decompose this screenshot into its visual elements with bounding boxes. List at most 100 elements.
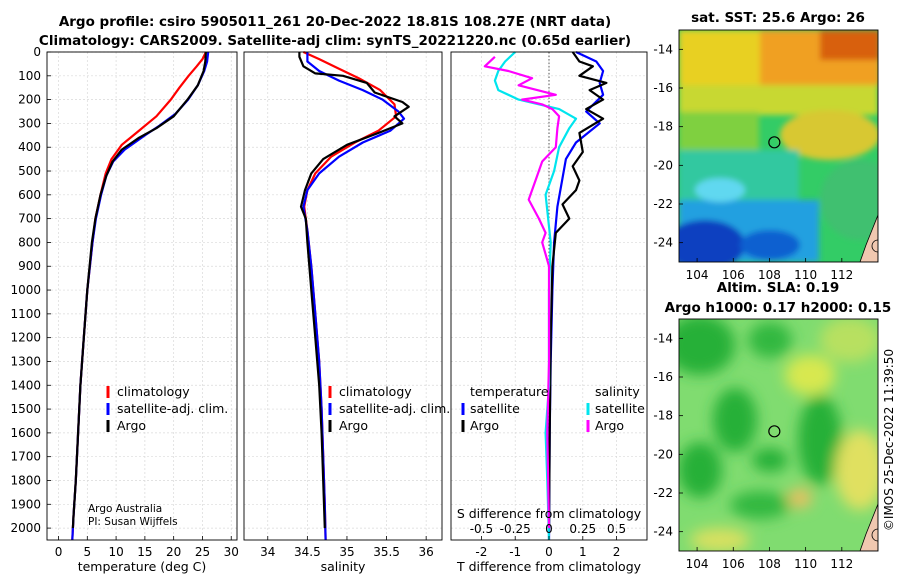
- argo-position-marker: [768, 136, 781, 149]
- lon-tick-label: 110: [794, 268, 817, 282]
- y-tick-label: 1400: [10, 378, 41, 392]
- y-tick-label: 1000: [10, 283, 41, 297]
- lon-tick-label: 106: [722, 268, 745, 282]
- temperature-legend: climatology satellite-adj. clim. Argo: [106, 384, 228, 433]
- lon-tick-label: 110: [794, 557, 817, 571]
- lat-tick-label: -20: [653, 158, 673, 172]
- salinity-legend: climatology satellite-adj. clim. Argo: [328, 384, 450, 433]
- sdiff-tick-labels: -0.5 -0.25 0 0.25 0.5: [470, 522, 626, 536]
- x-tick-label: 35: [339, 545, 354, 559]
- lon-tick-label: 108: [758, 557, 781, 571]
- x-tick-label: 1: [579, 545, 587, 559]
- y-tick-label: 500: [18, 164, 41, 178]
- sdiff-tick-label: 0.25: [569, 522, 596, 536]
- sdiff-label: S difference from climatology: [457, 506, 642, 521]
- argo-position-marker: [768, 425, 781, 438]
- x-tick-label: 25: [195, 545, 210, 559]
- series-line-climatology: [302, 50, 398, 541]
- lat-tick-label: -24: [653, 525, 673, 539]
- credit-line2: PI: Susan Wijffels: [88, 516, 178, 528]
- lon-tick-label: 112: [830, 268, 853, 282]
- lat-tick-label: -22: [653, 197, 673, 211]
- sst-map-frame: [678, 29, 879, 263]
- series-line-satellite-adj-clim-: [71, 51, 210, 541]
- y-tick-label: 1700: [10, 450, 41, 464]
- legend-label: satellite-adj. clim.: [339, 401, 450, 416]
- sdiff-tick-label: 0.5: [607, 522, 626, 536]
- y-tick-label: 1200: [10, 331, 41, 345]
- series-line-argo: [71, 51, 207, 529]
- sla-map-frame: [678, 318, 879, 552]
- lat-tick-label: -16: [653, 81, 673, 95]
- legend-label: Argo: [339, 418, 368, 433]
- lat-tick-label: -16: [653, 370, 673, 384]
- series-line-climatology: [71, 51, 207, 541]
- difference-legends: temperature satellite Argo salinity satellit…: [461, 384, 645, 433]
- salinity-xlabel: salinity: [321, 559, 366, 574]
- lat-tick-label: -18: [653, 120, 673, 134]
- series-line-satellite-adj-clim-: [302, 52, 406, 541]
- x-tick-label: 0: [55, 545, 63, 559]
- y-tick-label: 1300: [10, 354, 41, 368]
- y-tick-label: 1600: [10, 426, 41, 440]
- sdiff-tick-label: -0.25: [500, 522, 531, 536]
- lon-tick-label: 108: [758, 268, 781, 282]
- sla-lat-ticks: -14 -16 -18 -20 -22 -24: [653, 331, 683, 539]
- series-line-salinity-argo: [483, 55, 561, 529]
- x-tick-label: 36: [419, 545, 434, 559]
- y-tick-label: 300: [18, 116, 41, 130]
- temperature-tick-labels: 0 5 10 15 20 25 30: [55, 536, 239, 559]
- y-tick-label: 200: [18, 93, 41, 107]
- legend-label: satellite: [470, 401, 520, 416]
- temperature-lines: [71, 51, 210, 541]
- tdiff-tick-labels: -2 -1 0 1 2: [475, 536, 620, 559]
- salinity-panel: 34 34.5 35 35.5 36 salinity climatology satel…: [243, 50, 450, 574]
- x-tick-label: 2: [613, 545, 621, 559]
- x-tick-label: 20: [166, 545, 181, 559]
- temperature-axes-frame: [46, 51, 238, 541]
- lon-tick-label: 112: [830, 557, 853, 571]
- legend-label: satellite-adj. clim.: [117, 401, 228, 416]
- sst-map-title: sat. SST: 25.6 Argo: 26: [691, 10, 865, 26]
- depth-tick-labels: 0 100 200 300 400 500 600 700 800 900 1000 1100 1200…: [10, 45, 51, 535]
- sst-map-panel: sat. SST: 25.6 Argo: 26 -14 -16 -18: [653, 10, 879, 282]
- lon-tick-label: 104: [686, 557, 709, 571]
- x-tick-label: 0: [545, 545, 553, 559]
- x-tick-label: 15: [137, 545, 152, 559]
- credit-line1: Argo Australia: [88, 503, 162, 515]
- figure-title-line1: Argo profile: csiro 5905011_261 20-Dec-2…: [59, 14, 611, 30]
- sst-lon-ticks: 104 106 108 110 112: [686, 258, 853, 282]
- sdiff-tick-label: 0: [545, 522, 553, 536]
- y-tick-label: 900: [18, 259, 41, 273]
- legend-label: Argo: [117, 418, 146, 433]
- tdiff-xlabel: T difference from climatology: [456, 559, 642, 574]
- sst-lat-ticks: -14 -16 -18 -20 -22 -24: [653, 42, 683, 250]
- y-tick-label: 700: [18, 212, 41, 226]
- y-tick-label: 100: [18, 69, 41, 83]
- series-line-temperature-argo: [547, 51, 608, 529]
- x-tick-label: -2: [475, 545, 487, 559]
- x-tick-label: 10: [108, 545, 123, 559]
- sla-map-panel: Altim. SLA: 0.19 Argo h1000: 0.17 h2000:…: [653, 280, 891, 571]
- y-tick-label: 1800: [10, 473, 41, 487]
- y-tick-label: 2000: [10, 521, 41, 535]
- legend-label: Argo: [470, 418, 499, 433]
- sla-map-title-line2: Argo h1000: 0.17 h2000: 0.15: [665, 300, 892, 316]
- figure-title-line2: Climatology: CARS2009. Satellite-adj cli…: [39, 33, 631, 49]
- salinity-tick-labels: 34 34.5 35 35.5 36: [260, 536, 434, 559]
- lon-tick-label: 104: [686, 268, 709, 282]
- salinity-axes-frame: [243, 51, 443, 541]
- lat-tick-label: -18: [653, 409, 673, 423]
- series-line-argo: [298, 52, 410, 529]
- temperature-panel: 0100200300400500600700800900100011001200…: [10, 45, 238, 574]
- x-tick-label: 5: [83, 545, 91, 559]
- lat-tick-label: -14: [653, 331, 673, 345]
- sla-lon-ticks: 104 106 108 110 112: [686, 547, 853, 571]
- x-tick-label: 34: [260, 545, 275, 559]
- legend-label: climatology: [339, 384, 412, 399]
- x-tick-label: 34.5: [294, 545, 321, 559]
- legend-label: climatology: [117, 384, 190, 399]
- lon-tick-label: 106: [722, 557, 745, 571]
- legend-title-temperature: temperature: [470, 384, 549, 399]
